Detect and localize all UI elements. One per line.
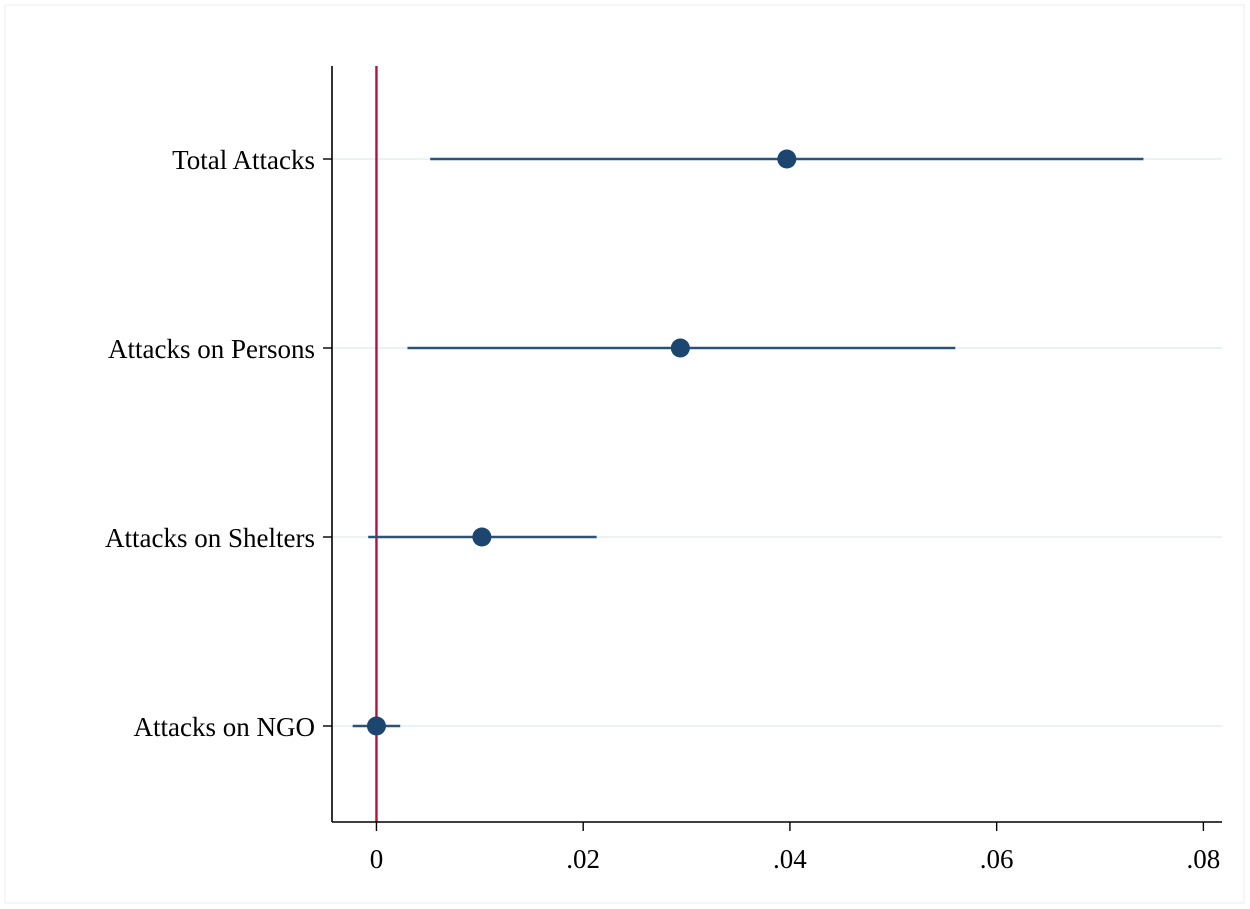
x-tick-label-3: .04 <box>773 844 807 874</box>
point-estimate-3 <box>472 528 491 547</box>
x-tick-label-1: 0 <box>370 844 384 874</box>
y-tick-label-4: Attacks on NGO <box>134 712 315 742</box>
x-tick-label-2: .02 <box>566 844 600 874</box>
y-tick-label-3: Attacks on Shelters <box>105 523 315 553</box>
point-estimate-2 <box>671 339 690 358</box>
y-tick-label-2: Attacks on Persons <box>108 334 315 364</box>
y-tick-label-1: Total Attacks <box>172 145 315 175</box>
point-estimate-1 <box>777 150 796 169</box>
plot-frame <box>5 5 1244 903</box>
point-estimate-4 <box>367 717 386 736</box>
x-tick-label-5: .08 <box>1187 844 1221 874</box>
x-tick-label-4: .06 <box>980 844 1014 874</box>
